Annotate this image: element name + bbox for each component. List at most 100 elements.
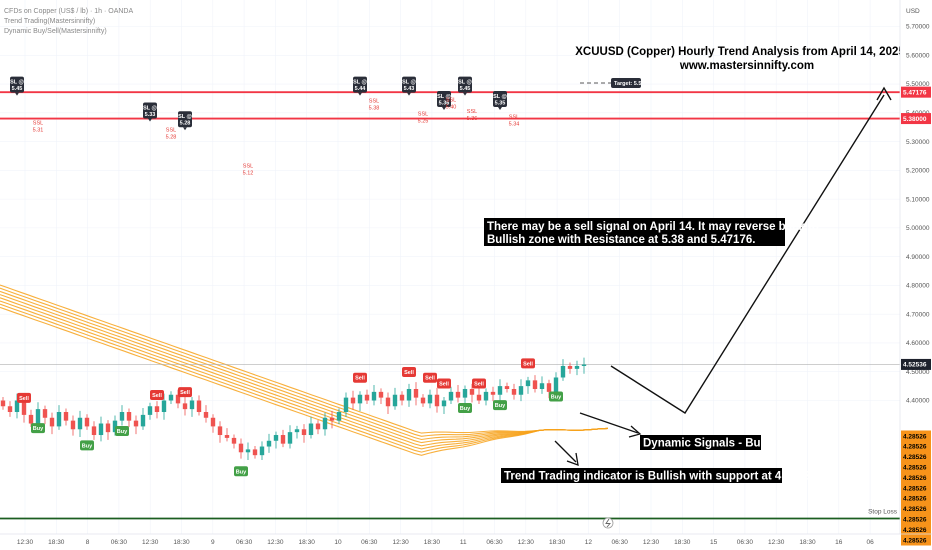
candle-body [301,429,307,436]
candle-body [448,391,454,401]
time-tick: 9 [211,539,215,546]
ssl-label: SSL [509,115,519,121]
candle-body [0,400,6,407]
candle-body [105,423,111,433]
ssl-value: 5.25 [418,119,429,125]
time-tick: 15 [710,539,718,546]
candle-body [567,365,573,369]
candle-body [182,403,188,410]
candle-body [497,386,503,395]
time-tick: 11 [460,539,467,546]
ssl-label: SSL [369,99,379,105]
sl-label: SL @ [402,80,416,86]
time-tick: 18:30 [799,539,816,546]
candle-body [266,440,272,447]
chart-grid [0,0,900,534]
time-tick: 06:30 [236,539,253,546]
ssl-label: SSL [467,109,477,115]
sl-label: SL @ [143,106,157,112]
price-labels: 5.47176 5.38000 4.52536 4.28526 4.28526 4.285… [901,86,931,546]
candle-body [357,394,363,404]
trend-text: Trend Trading indicator is Bullish with … [504,471,816,483]
candle-body [154,406,160,413]
sl-marker: SL @5.44 [353,76,368,96]
time-tick: 18:30 [173,539,190,546]
ssl-value: 5.36 [467,116,478,122]
sl-value: 5.36 [439,101,450,107]
sl-label: SL @ [493,94,507,100]
price-label: 4.28526 [901,492,931,504]
candle-body [371,391,377,401]
candle-body [245,449,251,453]
sl-label: SL @ [10,80,24,86]
candle-body [28,414,34,424]
candle-body [518,386,524,395]
candle-body [91,426,97,436]
price-tick: 5.20000 [906,168,930,175]
price-label-text: 4.28526 [903,444,927,451]
candle-body [294,429,300,433]
signal-label: Sell [180,390,190,396]
candle-body [455,391,461,398]
band-line [0,290,609,441]
candle-body [14,400,20,413]
price-label-text: 4.28526 [903,485,927,492]
candle-body [378,391,384,398]
candle-body [364,394,370,401]
sl-value: 5.44 [355,86,367,92]
signal-label: Buy [460,406,471,412]
buy-signal: Buy [234,466,248,477]
band-line [0,284,609,434]
sell-signal: Sell [178,387,192,398]
target-tag: Target: 5.5 [611,78,641,88]
ssl-label: SSL [33,120,43,126]
candle-body [287,432,293,444]
time-tick: 18:30 [48,539,65,546]
time-tick: 18:30 [299,539,316,546]
price-label-text: 4.28526 [903,454,927,461]
candle-body [259,446,265,456]
time-tick: 06:30 [111,539,128,546]
candle-body [238,443,244,453]
candle-body [231,437,237,444]
sl-marker: SL @5.35 [493,91,508,111]
candle-body [462,388,468,398]
candle-body [63,412,69,421]
ssl-value: 5.40 [446,104,457,110]
price-label: 4.28526 [901,503,931,515]
price-label: 4.28526 [901,482,931,494]
time-tick: 12:30 [392,539,409,546]
price-label-text: 4.28526 [903,517,927,524]
time-ticks[interactable]: 12:30 18:30 8 06:30 12:30 18:30 9 06:30 12:30 18:… [17,539,874,546]
signal-label: Sell [19,396,29,402]
signal-label: Buy [551,394,562,400]
buy-signal: Buy [549,391,563,402]
candle-body [49,417,55,427]
time-tick: 16 [835,539,843,546]
candle-body [322,417,328,430]
buy-signal: Buy [458,402,472,413]
time-tick: 12 [585,539,593,546]
candle-body [210,417,216,427]
time-tick: 06:30 [486,539,503,546]
price-label-text: 4.28526 [903,527,927,534]
candle-body [175,394,181,404]
time-tick: 12:30 [768,539,785,546]
dynamic-box [640,435,761,450]
lightning-icon[interactable] [602,517,614,529]
price-label-text: 4.28526 [903,537,927,544]
candle-body [553,377,559,392]
time-tick: 12:30 [643,539,660,546]
signal-label: Sell [439,382,449,388]
candle-body [273,435,279,441]
sell-signal: Sell [402,366,416,377]
price-label: 4.28526 [901,513,931,525]
candle-body [385,397,391,407]
dynamic-arrowhead [628,425,642,438]
trend-box [501,468,782,483]
buy-signal: Buy [493,400,507,411]
candle-body [539,383,545,389]
candle-body [168,394,174,401]
